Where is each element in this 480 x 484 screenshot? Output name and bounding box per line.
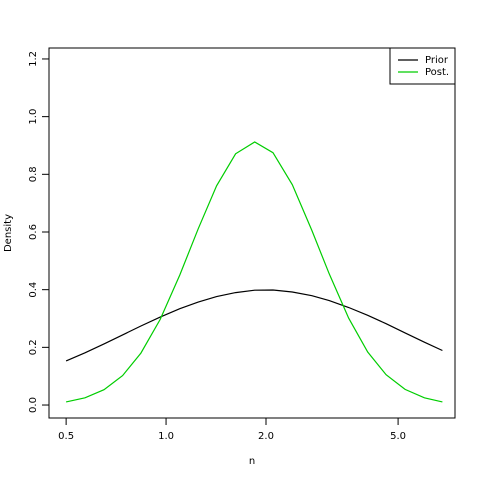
y-axis-label: Density [3,214,14,252]
x-tick-label: 0.5 [58,431,74,442]
y-tick-label: 0.4 [28,282,39,298]
y-tick-label: 0.6 [28,224,39,240]
plot-frame [48,47,456,419]
y-tick-label: 0.0 [28,397,39,413]
legend-label: Prior [425,55,449,66]
x-tick-label: 1.0 [158,431,174,442]
x-tick-label: 2.0 [258,431,274,442]
series-line [65,141,443,403]
y-tick-label: 0.2 [28,339,39,355]
legend-label: Post. [425,67,449,78]
y-tick-label: 1.2 [28,51,39,67]
legend-box [389,47,456,85]
y-tick-label: 0.8 [28,166,39,182]
series-line [65,289,443,362]
x-axis-label: n [249,456,255,467]
y-tick-label: 1.0 [28,109,39,125]
x-tick-label: 5.0 [390,431,406,442]
